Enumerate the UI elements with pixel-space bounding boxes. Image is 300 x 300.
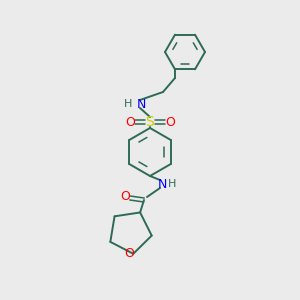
- Text: N: N: [157, 178, 167, 190]
- Text: H: H: [124, 99, 132, 109]
- Text: O: O: [165, 116, 175, 128]
- Text: O: O: [124, 247, 134, 260]
- Text: S: S: [146, 115, 154, 129]
- Text: H: H: [168, 179, 176, 189]
- Text: N: N: [136, 98, 146, 110]
- Text: O: O: [120, 190, 130, 202]
- Text: O: O: [125, 116, 135, 128]
